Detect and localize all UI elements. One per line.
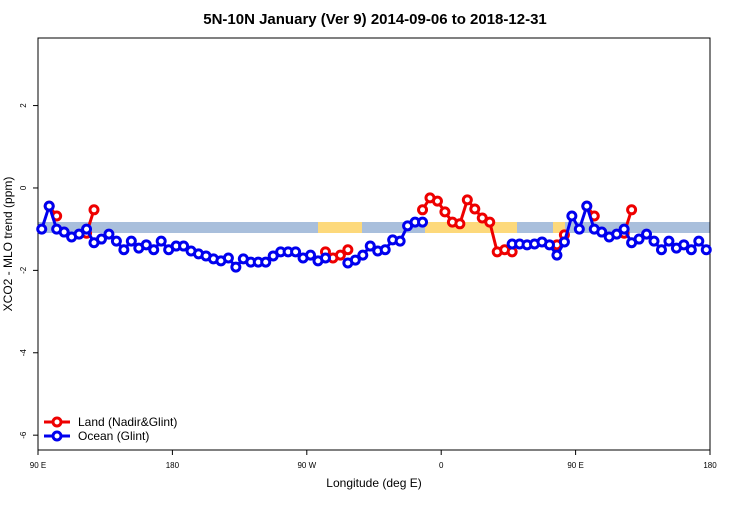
- point: [349, 254, 361, 266]
- point: [543, 239, 555, 251]
- point: [36, 223, 48, 235]
- point: [342, 244, 354, 256]
- point: [178, 240, 190, 252]
- point: [95, 233, 107, 245]
- point: [573, 223, 585, 235]
- x-tick-label: 180: [703, 461, 717, 470]
- point: [693, 235, 705, 247]
- point: [618, 223, 630, 235]
- point: [58, 226, 70, 238]
- point: [663, 235, 675, 247]
- y-tick-label: -6: [19, 431, 28, 439]
- plot-frame: [37, 37, 711, 451]
- y-tick-label: -4: [19, 349, 28, 357]
- point: [461, 194, 473, 206]
- legend-label: Ocean (Glint): [78, 429, 149, 443]
- point: [379, 244, 391, 256]
- y-tick-label: 2: [19, 103, 28, 108]
- x-axis-label: Longitude (deg E): [326, 476, 421, 490]
- point: [417, 216, 429, 228]
- legend-label: Land (Nadir&Glint): [78, 415, 177, 429]
- point: [633, 233, 645, 245]
- point: [305, 249, 317, 261]
- x-tick-label: 180: [166, 461, 180, 470]
- point: [118, 244, 130, 256]
- chart-title: 5N-10N January (Ver 9) 2014-09-06 to 201…: [203, 11, 547, 28]
- point: [319, 252, 331, 264]
- y-tick-label: -2: [19, 266, 28, 274]
- point: [394, 235, 406, 247]
- point: [43, 200, 55, 212]
- point: [357, 249, 369, 261]
- point: [103, 228, 115, 240]
- point: [626, 204, 638, 216]
- point: [155, 235, 167, 247]
- point: [566, 210, 578, 222]
- point: [454, 218, 466, 230]
- point: [140, 239, 152, 251]
- point: [469, 203, 481, 215]
- y-tick-label: 0: [19, 185, 28, 190]
- point: [110, 235, 122, 247]
- point: [417, 204, 429, 216]
- point: [484, 216, 496, 228]
- point: [431, 195, 443, 207]
- point: [88, 204, 100, 216]
- point: [230, 261, 242, 273]
- point: [685, 244, 697, 256]
- legend-marker: [51, 430, 63, 442]
- series: [36, 200, 712, 273]
- point: [148, 244, 160, 256]
- point: [655, 244, 667, 256]
- point: [125, 235, 137, 247]
- point: [558, 236, 570, 248]
- x-tick-label: 0: [439, 461, 444, 470]
- point: [581, 200, 593, 212]
- point: [73, 228, 85, 240]
- point: [596, 226, 608, 238]
- point: [611, 228, 623, 240]
- point: [260, 256, 272, 268]
- y-axis-label: XCO2 - MLO trend (ppm): [1, 177, 15, 312]
- point: [648, 235, 660, 247]
- surface-strip: [38, 222, 710, 233]
- x-tick-label: 90 E: [30, 461, 46, 470]
- point: [222, 252, 234, 264]
- point: [290, 246, 302, 258]
- legend: Land (Nadir&Glint)Ocean (Glint): [44, 415, 177, 443]
- point: [334, 249, 346, 261]
- point: [700, 244, 712, 256]
- point: [678, 239, 690, 251]
- x-tick-label: 90 W: [297, 461, 316, 470]
- point: [551, 249, 563, 261]
- point: [81, 223, 93, 235]
- point: [641, 228, 653, 240]
- x-tick-label: 90 E: [567, 461, 583, 470]
- point: [364, 240, 376, 252]
- point: [439, 206, 451, 218]
- legend-marker: [51, 416, 63, 428]
